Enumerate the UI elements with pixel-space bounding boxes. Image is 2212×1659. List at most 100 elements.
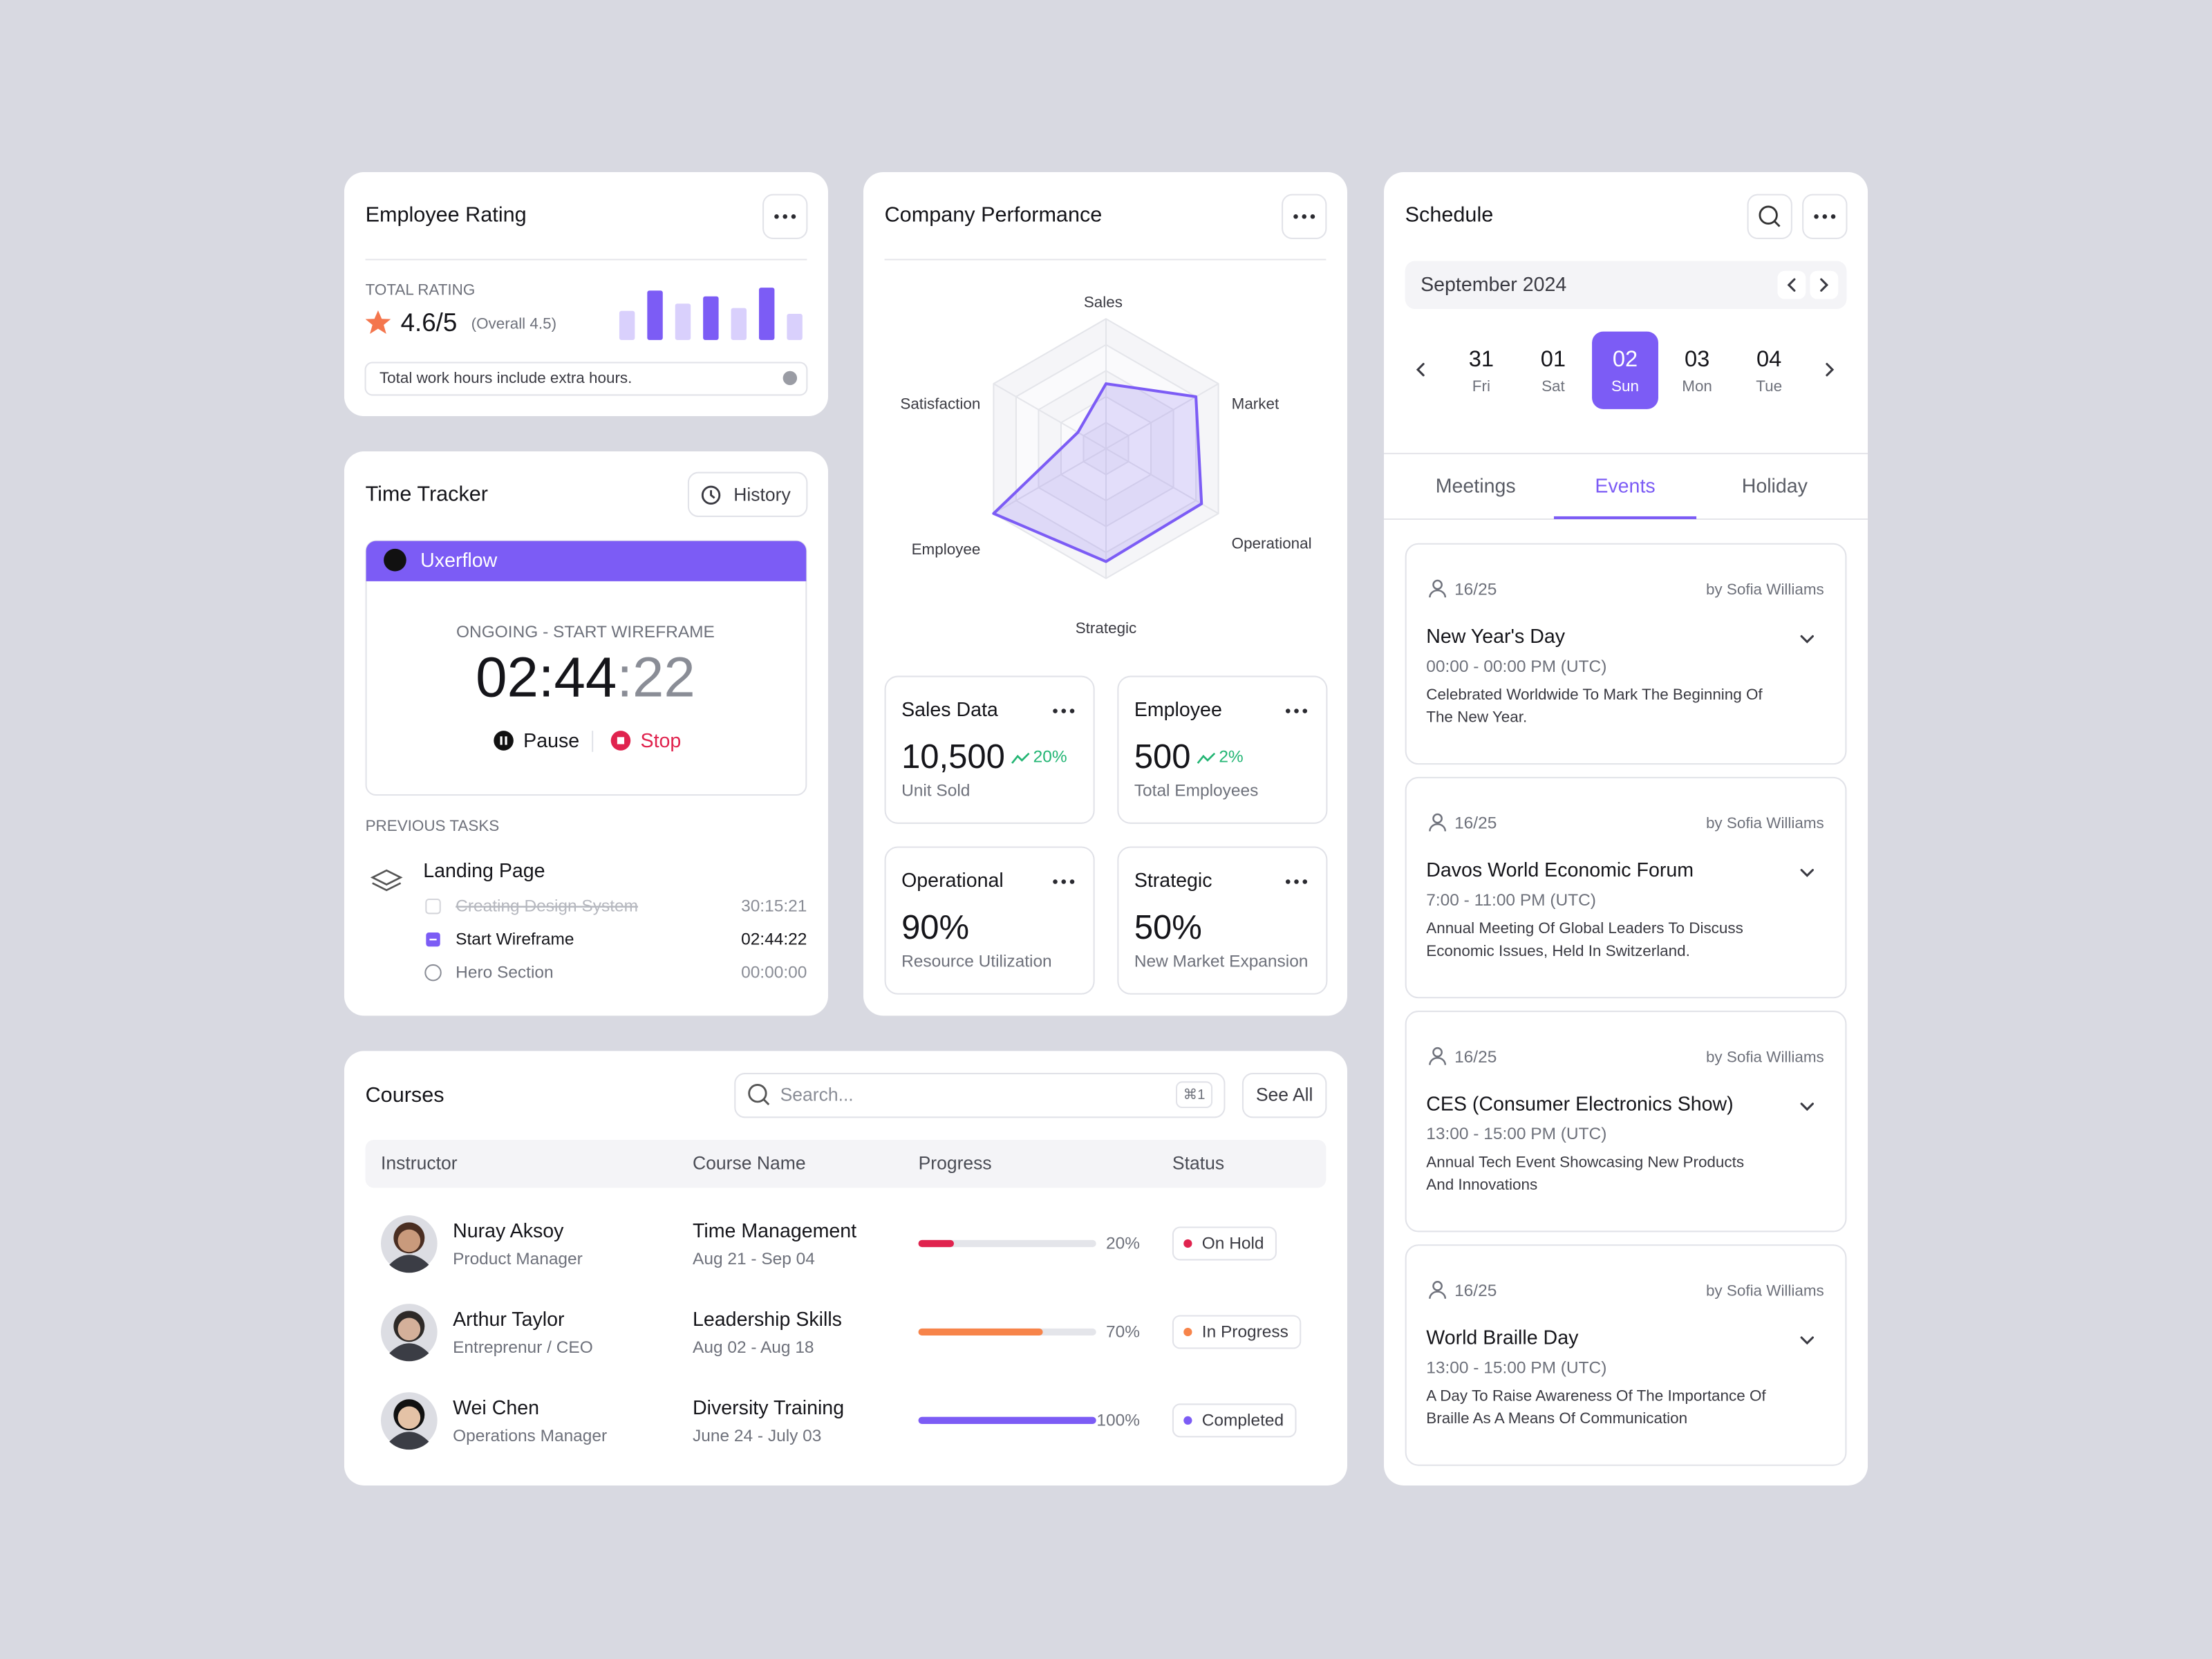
course-dates: Aug 02 - Aug 18 <box>693 1338 814 1357</box>
star-icon <box>365 310 391 335</box>
status-label: In Progress <box>1202 1322 1288 1341</box>
note-text: Total work hours include extra hours. <box>379 369 632 386</box>
status-label: On Hold <box>1202 1234 1264 1253</box>
event-expand[interactable] <box>1800 1103 1814 1112</box>
card-title: Company Performance <box>885 203 1103 226</box>
rating-bar <box>619 310 635 340</box>
trend-icon <box>1011 752 1030 764</box>
kpi-caption: New Market Expansion <box>1134 952 1309 971</box>
menu-dot <box>1069 879 1075 884</box>
person-body <box>1429 823 1447 832</box>
instructor-role: Entreprenur / CEO <box>453 1338 593 1357</box>
stop-label[interactable]: Stop <box>641 730 682 752</box>
instructor-name: Arthur Taylor <box>453 1309 565 1331</box>
menu-dot <box>1053 879 1058 884</box>
status-pill <box>1172 1403 1297 1438</box>
selected-day[interactable] <box>1592 331 1658 409</box>
event-expand[interactable] <box>1800 635 1814 644</box>
tab[interactable]: Holiday <box>1742 476 1808 498</box>
task-group: Landing Page <box>423 860 545 882</box>
month-label: September 2024 <box>1421 274 1566 296</box>
kpi-card <box>884 675 1095 824</box>
task-active-mark <box>429 938 437 941</box>
person-head <box>1432 579 1443 590</box>
kpi-change: 20% <box>1033 747 1067 766</box>
clock-main: 02:44 <box>476 646 617 709</box>
see-all-button[interactable] <box>1241 1073 1327 1118</box>
person-body <box>1429 1291 1447 1299</box>
avatar-face <box>397 1229 421 1253</box>
card-title: Schedule <box>1405 203 1494 226</box>
column-header: Course Name <box>693 1153 806 1174</box>
day-weekday: Sat <box>1541 377 1565 395</box>
chevron-right[interactable] <box>1820 278 1829 292</box>
month-next[interactable] <box>1810 270 1839 299</box>
month-bar <box>1405 261 1847 309</box>
search-box[interactable] <box>734 1073 1226 1118</box>
course-name: Time Management <box>693 1220 856 1242</box>
event-title: World Braille Day <box>1426 1327 1579 1349</box>
day-number[interactable]: 02 <box>1613 346 1638 371</box>
menu-dot <box>782 214 787 219</box>
menu-dot <box>1310 214 1315 219</box>
event-author: by Sofia Williams <box>1706 814 1824 832</box>
menu-dot <box>1286 879 1291 884</box>
event-title: CES (Consumer Electronics Show) <box>1426 1093 1733 1115</box>
day-number[interactable]: 04 <box>1756 346 1781 371</box>
radar-spoke <box>1105 448 1219 514</box>
kpi-title: Strategic <box>1134 870 1212 892</box>
rating-bar <box>675 303 691 340</box>
status-dot <box>1183 1239 1192 1248</box>
info-icon <box>782 371 798 386</box>
progress-fill <box>918 1416 1096 1424</box>
kpi-title: Sales Data <box>901 699 998 721</box>
event-title: New Year's Day <box>1426 626 1565 648</box>
tab[interactable]: Events <box>1595 476 1655 498</box>
status-pill <box>1172 1226 1277 1261</box>
event-expand[interactable] <box>1800 1336 1814 1345</box>
menu-dot <box>1822 214 1828 219</box>
event-count: 16/25 <box>1454 1048 1497 1067</box>
menu-dot <box>1302 879 1308 884</box>
card-title: Time Tracker <box>366 482 488 505</box>
avatar-body <box>389 1343 429 1362</box>
event-expand[interactable] <box>1800 869 1814 877</box>
layers-icon <box>370 869 403 892</box>
event-description: And Innovations <box>1426 1176 1537 1193</box>
kpi-value: 50% <box>1134 909 1202 946</box>
pause-icon[interactable] <box>494 731 514 751</box>
search-handle <box>763 1098 770 1105</box>
day-number[interactable]: 31 <box>1469 346 1494 371</box>
radar-axis-label: Employee <box>912 541 981 558</box>
instructor-role: Product Manager <box>453 1250 583 1268</box>
avatar-face <box>397 1406 421 1430</box>
pause-label[interactable]: Pause <box>523 730 579 752</box>
kpi-caption: Resource Utilization <box>901 952 1052 971</box>
day-prev[interactable] <box>1416 363 1425 377</box>
kpi-title: Operational <box>901 870 1004 892</box>
task-check <box>425 899 441 915</box>
see-all-label[interactable]: See All <box>1256 1085 1313 1105</box>
course-name: Diversity Training <box>693 1397 844 1419</box>
event-description: A Day To Raise Awareness Of The Importan… <box>1426 1387 1766 1405</box>
menu-dot <box>1302 709 1308 713</box>
kpi-value: 90% <box>901 909 969 946</box>
menu-dot <box>1061 879 1067 884</box>
chevron-left[interactable] <box>1787 278 1796 292</box>
day-weekday: Fri <box>1472 377 1490 395</box>
day-number[interactable]: 03 <box>1685 346 1709 371</box>
task-time: 00:00:00 <box>741 964 807 982</box>
tab[interactable]: Meetings <box>1436 476 1516 498</box>
day-next[interactable] <box>1826 363 1835 377</box>
day-weekday: Sun <box>1611 377 1639 395</box>
rating-label: TOTAL RATING <box>366 281 476 298</box>
event-author: by Sofia Williams <box>1706 581 1824 598</box>
search-button[interactable] <box>1747 194 1792 239</box>
history-button[interactable] <box>687 471 808 517</box>
card-title: Employee Rating <box>366 203 527 226</box>
task-time: 02:44:22 <box>741 930 807 949</box>
search-placeholder: Search... <box>780 1085 854 1105</box>
month-prev[interactable] <box>1777 270 1806 299</box>
day-number[interactable]: 01 <box>1541 346 1566 371</box>
